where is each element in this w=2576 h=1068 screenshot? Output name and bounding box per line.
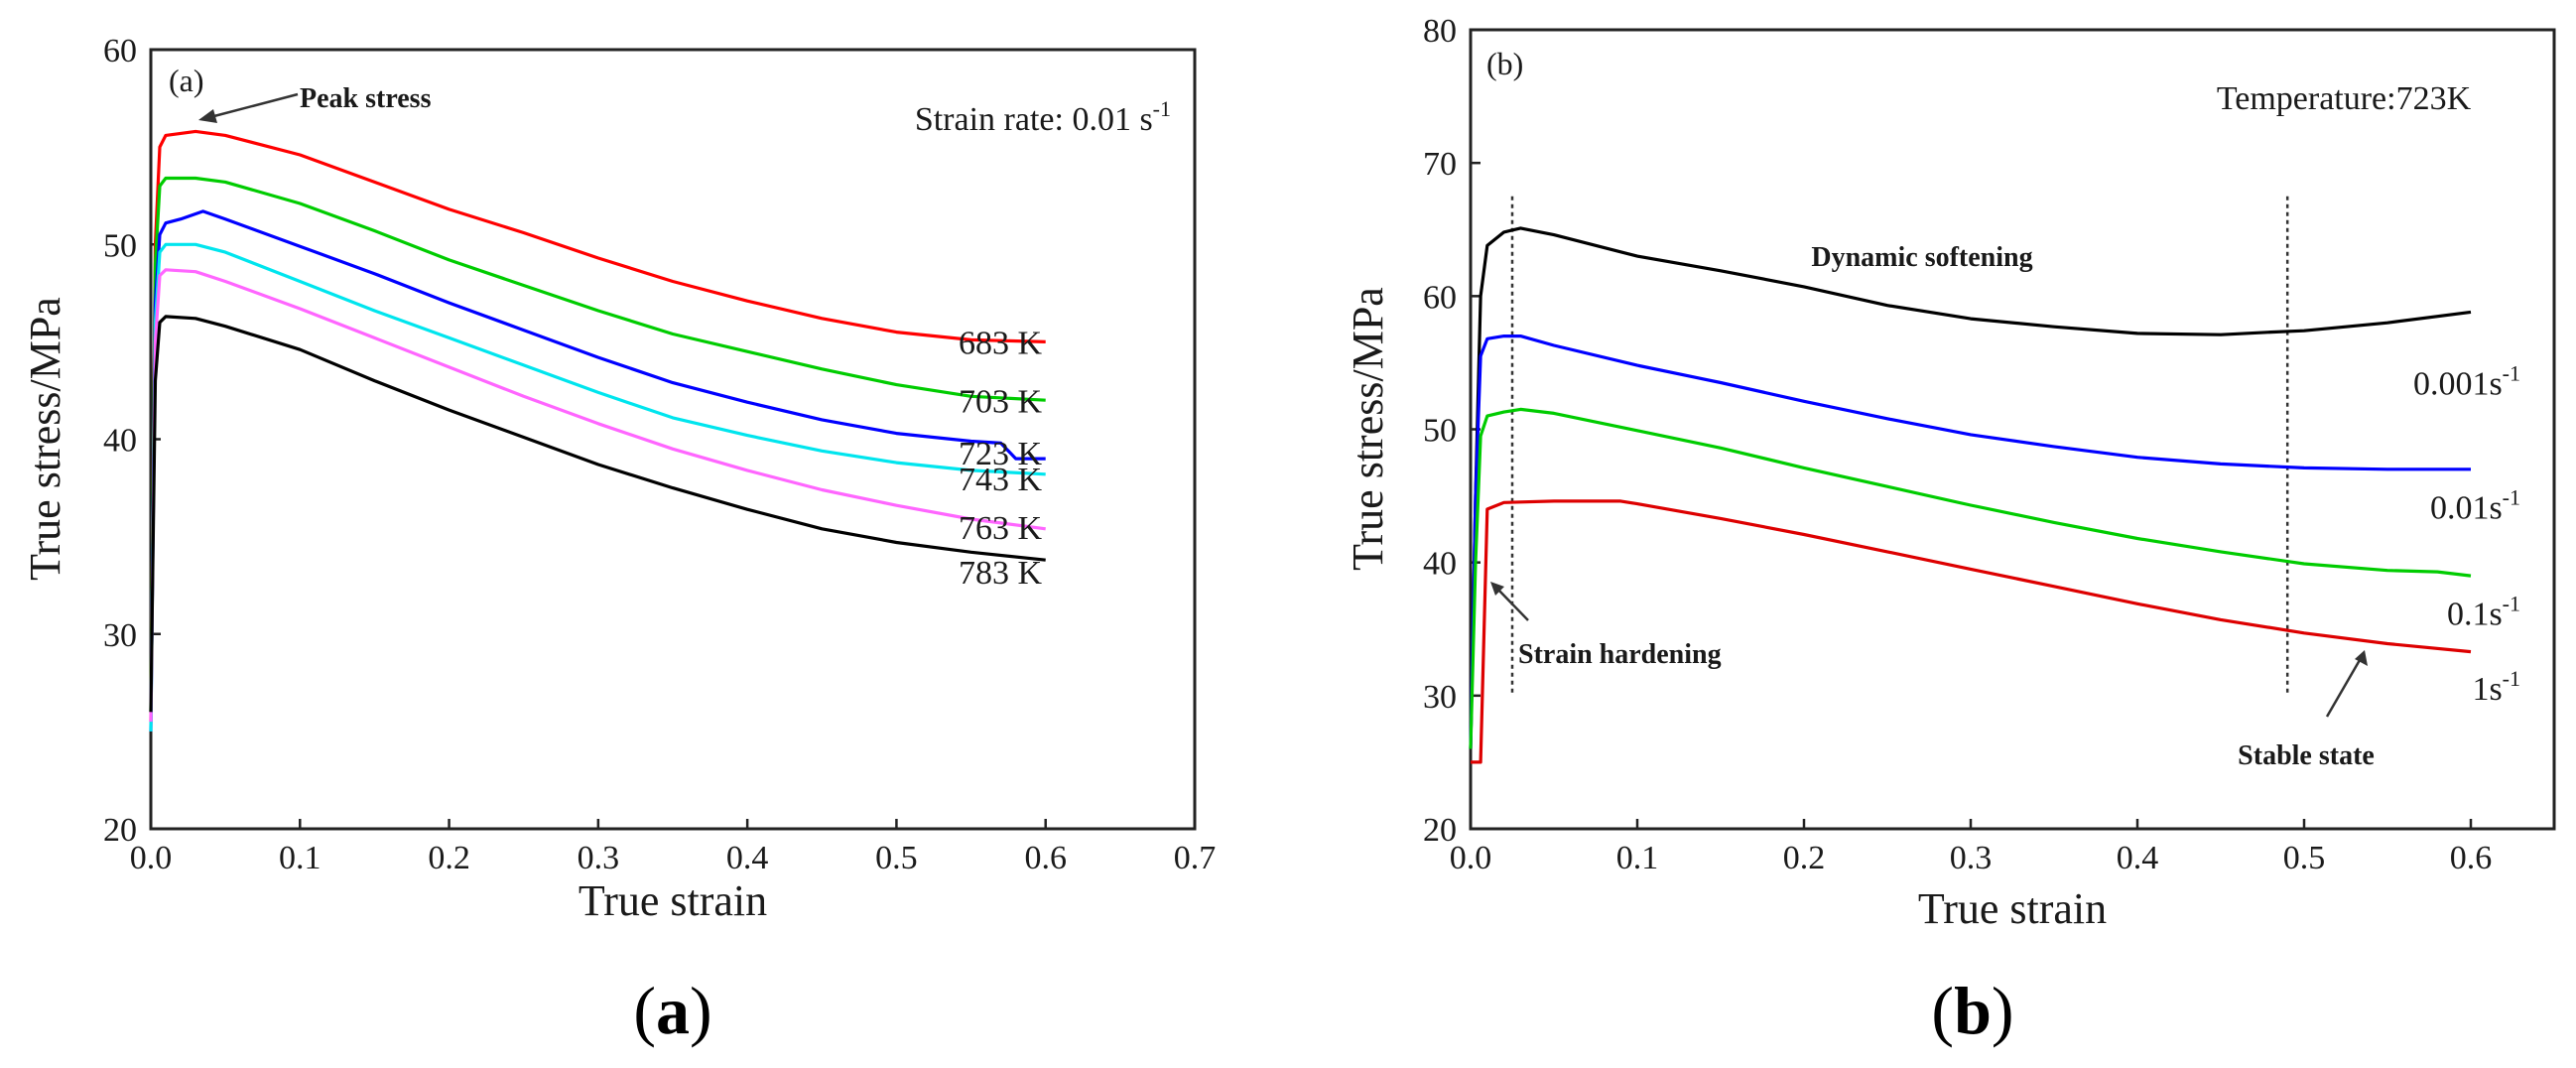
series-group-b	[1469, 226, 2472, 764]
series-line	[149, 268, 1046, 723]
axis-ticks-a: 0.0 0.1 0.2 0.3 0.4 0.5 0.6 0.7 20 30 40 50 60	[103, 33, 1216, 876]
strain-hardening-arrow-head	[1490, 582, 1504, 596]
x-tick-label: 0.6	[1024, 840, 1067, 876]
peak-stress-arrow-line	[209, 92, 299, 119]
series-label: 763 K	[959, 510, 1043, 547]
series-label: 683 K	[959, 325, 1043, 361]
panel-tag-b: (b)	[1486, 46, 1523, 81]
chart-panel-b: 0.0 0.1 0.2 0.3 0.4 0.5 0.6 20 30 40 50 60 70 80 0.00…	[1344, 13, 2556, 1048]
x-tick-label: 0.3	[1950, 840, 1993, 876]
series-label: 723 K	[959, 436, 1043, 472]
series-label: 783 K	[959, 555, 1043, 592]
peak-stress-arrow-head	[198, 109, 217, 123]
dynamic-softening-label: Dynamic softening	[1811, 242, 2032, 273]
series-line	[149, 209, 1046, 732]
stable-state-label: Stable state	[2238, 740, 2375, 771]
series-line	[1471, 499, 2472, 764]
x-tick-label: 0.1	[279, 840, 322, 876]
series-label: 0.01s-1	[2430, 484, 2520, 526]
x-tick-label: 0.7	[1174, 840, 1217, 876]
chart-panel-a: 0.0 0.1 0.2 0.3 0.4 0.5 0.6 0.7 20 30 40 50 60 683 K…	[21, 33, 1216, 1048]
x-tick-label: 0.3	[578, 840, 620, 876]
x-tick-label: 0.6	[2450, 840, 2493, 876]
y-tick-label: 30	[1423, 679, 1457, 716]
series-line	[1469, 334, 2471, 749]
y-tick-label: 20	[1423, 812, 1457, 849]
strain-rate-note: Strain rate: 0.01 s-1	[915, 96, 1171, 138]
y-tick-label: 80	[1423, 13, 1457, 50]
series-labels-b: 0.001s-1 0.01s-1 0.1s-1 1s-1	[2413, 361, 2520, 708]
series-group-a	[149, 129, 1046, 732]
x-tick-label: 0.4	[2117, 840, 2159, 876]
series-label: 703 K	[959, 383, 1043, 420]
x-tick-label: 0.5	[2283, 840, 2326, 876]
x-tick-label: 0.5	[875, 840, 918, 876]
y-tick-label: 50	[103, 227, 137, 264]
x-tick-label: 0.0	[130, 840, 173, 876]
x-axis-title-b: True strain	[1918, 884, 2107, 933]
stable-state-arrow-head	[2355, 650, 2368, 666]
y-tick-label: 40	[103, 423, 137, 460]
y-tick-label: 50	[1423, 413, 1457, 450]
guide-lines-b	[1510, 196, 2289, 696]
x-axis-title-a: True strain	[579, 876, 767, 925]
y-tick-label: 60	[103, 33, 137, 69]
axis-ticks-b: 0.0 0.1 0.2 0.3 0.4 0.5 0.6 20 30 40 50 60 70 80	[1423, 13, 2492, 876]
y-tick-label: 20	[103, 812, 137, 849]
y-axis-title-a: True stress/MPa	[21, 297, 69, 581]
series-label: 1s-1	[2472, 666, 2520, 708]
y-tick-label: 60	[1423, 279, 1457, 316]
x-tick-label: 0.4	[726, 840, 769, 876]
strain-hardening-arrow-line	[1495, 587, 1529, 621]
series-line	[1469, 226, 2472, 749]
peak-stress-label: Peak stress	[300, 83, 432, 114]
x-tick-label: 0.2	[428, 840, 470, 876]
stable-state-arrow-line	[2325, 659, 2362, 718]
x-tick-label: 0.0	[1450, 840, 1492, 876]
series-line	[149, 315, 1046, 713]
series-line	[149, 129, 1046, 723]
series-line	[1469, 407, 2472, 749]
caption-a: (a)	[633, 973, 711, 1048]
series-label: 0.001s-1	[2413, 361, 2520, 403]
series-line	[149, 242, 1046, 732]
caption-b: (b)	[1931, 973, 2013, 1048]
series-label: 743 K	[959, 462, 1043, 498]
y-axis-title-b: True stress/MPa	[1344, 287, 1392, 571]
y-tick-label: 30	[103, 617, 137, 654]
series-line	[149, 176, 1046, 713]
y-tick-label: 40	[1423, 546, 1457, 583]
series-label: 0.1s-1	[2447, 592, 2520, 633]
x-tick-label: 0.1	[1616, 840, 1659, 876]
temperature-note: Temperature:723K	[2217, 80, 2472, 117]
strain-hardening-label: Strain hardening	[1518, 639, 1722, 670]
x-tick-label: 0.2	[1783, 840, 1826, 876]
panel-tag-a: (a)	[169, 63, 204, 98]
y-tick-label: 70	[1423, 146, 1457, 183]
